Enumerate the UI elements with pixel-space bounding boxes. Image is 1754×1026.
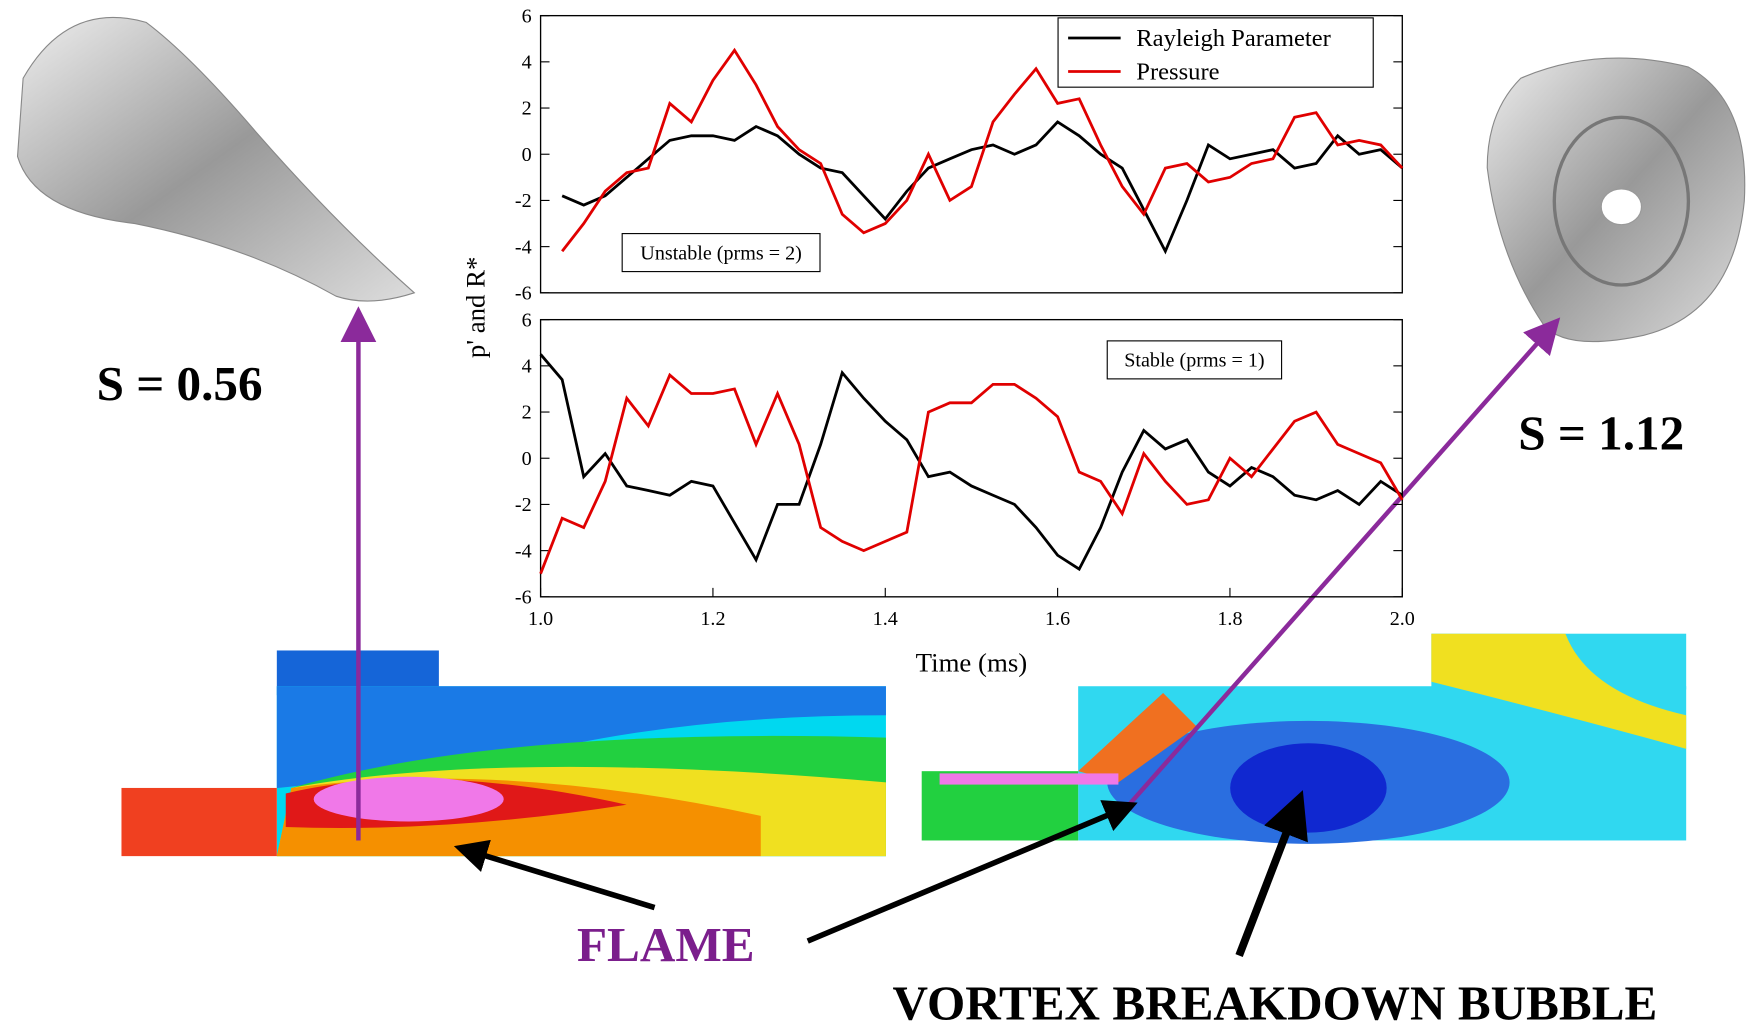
y-tick-label: 2 (522, 402, 532, 424)
legend-box (1057, 17, 1374, 88)
y-tick-label: 6 (522, 309, 532, 331)
annotation: VORTEX BREAKDOWN BUBBLE (892, 975, 1657, 1026)
annotation-box (1106, 340, 1283, 380)
y-tick-label: 6 (522, 5, 532, 27)
y-tick-label: -6 (515, 283, 532, 305)
y-tick-label: -4 (515, 236, 532, 258)
x-axis-label: Time (ms) (916, 648, 1027, 678)
legend-label: Rayleigh Parameter (1136, 25, 1331, 52)
arrow (1122, 317, 1561, 812)
surface-right (1486, 57, 1746, 343)
x-tick-label: 1.0 (528, 608, 553, 630)
series-line (561, 47, 1404, 253)
contour-left (121, 650, 886, 857)
y-tick-label: -6 (515, 587, 532, 609)
x-tick-label: 1.4 (873, 608, 898, 630)
y-tick-label: 2 (522, 98, 532, 120)
series-line (539, 372, 1404, 575)
y-tick-label: 4 (522, 356, 532, 378)
y-tick-label: 0 (522, 448, 532, 470)
y-tick-label: 0 (522, 144, 532, 166)
series-line (539, 353, 1404, 572)
y-tick-label: -4 (515, 540, 532, 562)
x-tick-label: 1.8 (1217, 608, 1242, 630)
annotation: Stable (prms = 1) (1124, 350, 1264, 372)
annotation: Unstable (prms = 2) (640, 242, 802, 264)
arrow (453, 839, 656, 911)
x-tick-label: 1.6 (1045, 608, 1070, 630)
annotation: S = 1.12 (1518, 405, 1684, 460)
y-tick-label: 4 (522, 52, 532, 74)
y-axis-label: p' and R* (461, 257, 491, 359)
series-line (561, 120, 1404, 255)
annotation-box (621, 233, 821, 273)
arrow (1235, 790, 1308, 957)
y-tick-label: -2 (515, 494, 532, 516)
x-tick-label: 1.2 (700, 608, 725, 630)
contour-right (921, 633, 1687, 844)
surface-left (16, 16, 416, 302)
arrows (340, 306, 1561, 957)
arrow (806, 800, 1138, 944)
y-tick-label: -2 (515, 190, 532, 212)
annotation: FLAME (577, 917, 755, 972)
x-tick-label: 2.0 (1390, 608, 1415, 630)
annotation: S = 0.56 (97, 356, 263, 411)
legend-label: Pressure (1136, 58, 1219, 85)
